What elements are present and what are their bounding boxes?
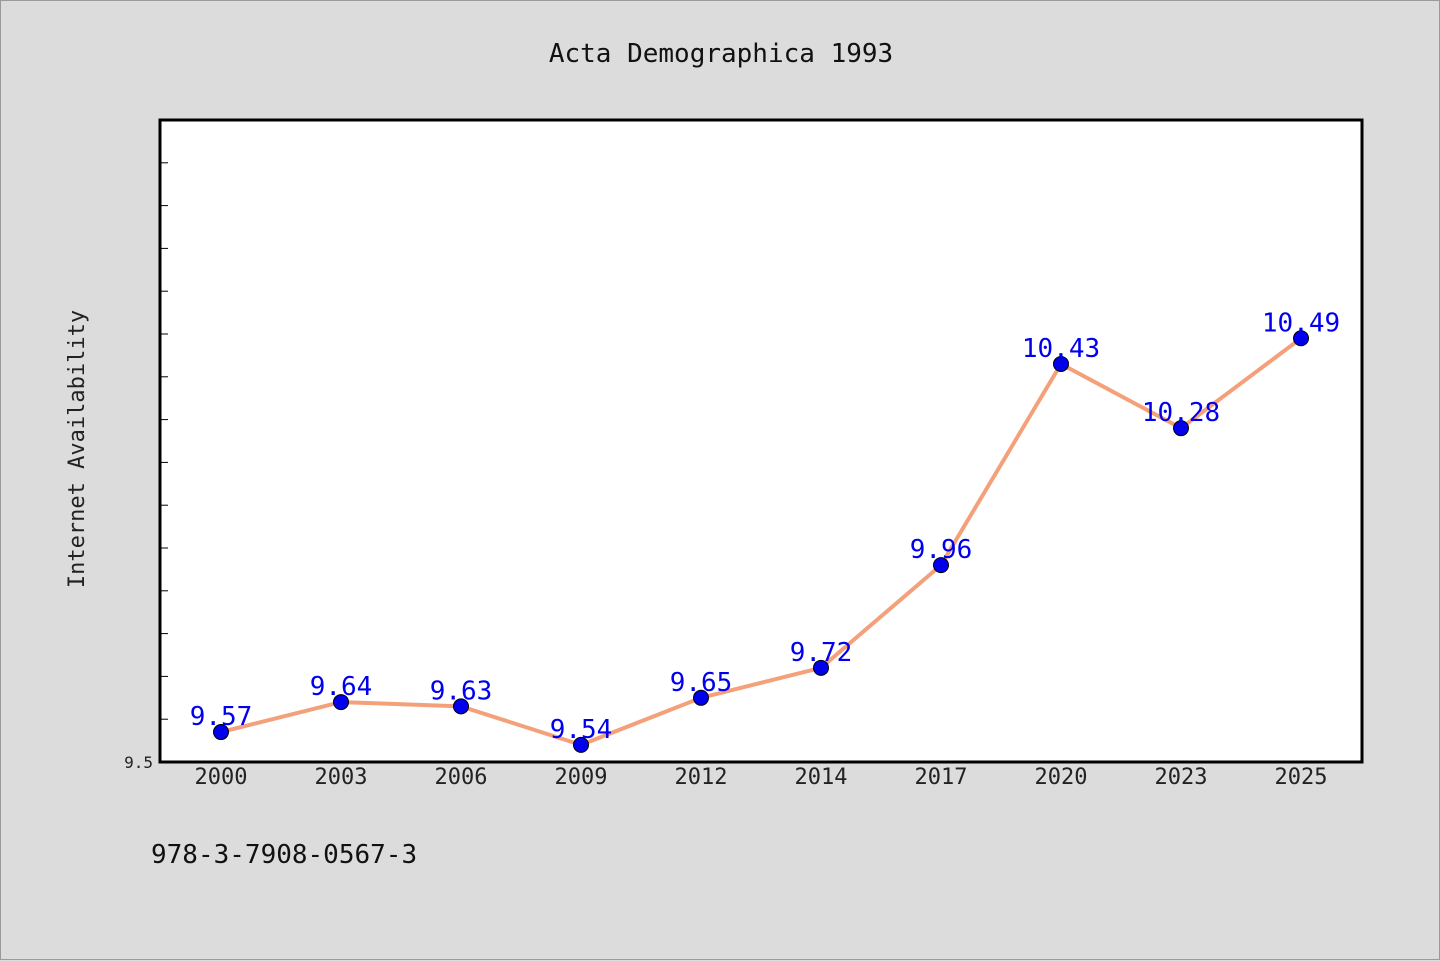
chart-title: Acta Demographica 1993 <box>549 39 893 69</box>
data-label: 9.72 <box>790 638 853 668</box>
data-label: 9.64 <box>310 672 373 702</box>
data-point <box>693 689 709 706</box>
series-line-group <box>213 330 1309 753</box>
data-point <box>333 694 349 711</box>
data-label: 10.49 <box>1262 308 1340 338</box>
y-axis-ticks <box>160 162 168 720</box>
x-tick-label: 2020 <box>1035 765 1088 790</box>
data-point <box>813 659 829 676</box>
isbn-footer: 978-3-7908-0567-3 <box>151 840 417 870</box>
data-label: 9.96 <box>910 535 973 565</box>
x-tick-label: 2014 <box>795 765 848 790</box>
x-tick-label: 2012 <box>675 765 728 790</box>
x-tick-label: 2006 <box>435 765 488 790</box>
data-label: 9.63 <box>430 676 493 706</box>
data-label: 10.43 <box>1022 334 1100 364</box>
x-tick-label: 2003 <box>315 765 368 790</box>
data-label: 9.54 <box>550 715 613 745</box>
data-point <box>1173 420 1189 437</box>
data-point <box>453 698 469 715</box>
x-tick-label: 2023 <box>1155 765 1208 790</box>
data-label: 9.57 <box>190 702 253 732</box>
x-tick-label: 2000 <box>195 765 248 790</box>
x-tick-label: 2017 <box>915 765 968 790</box>
data-label: 9.65 <box>670 668 733 698</box>
x-tick-label: 2009 <box>555 765 608 790</box>
data-point <box>1293 330 1309 347</box>
y-axis-label: Internet Availability <box>65 310 90 588</box>
y-tick-label: 9.5 <box>124 753 153 772</box>
plot-area <box>158 118 1364 764</box>
data-point <box>213 724 229 741</box>
x-tick-label: 2025 <box>1275 765 1328 790</box>
data-point <box>1053 355 1069 372</box>
x-axis-tick-labels: 2000 2003 2006 2009 2012 2014 2017 2020 2023 2025 <box>195 765 1328 790</box>
data-labels: 9.57 9.64 9.63 9.54 9.65 9.72 9.96 10.43 10.28 10… <box>190 308 1340 745</box>
series-line <box>220 336 1303 747</box>
data-point <box>933 557 949 574</box>
data-point <box>573 736 589 753</box>
data-label: 10.28 <box>1142 398 1220 428</box>
